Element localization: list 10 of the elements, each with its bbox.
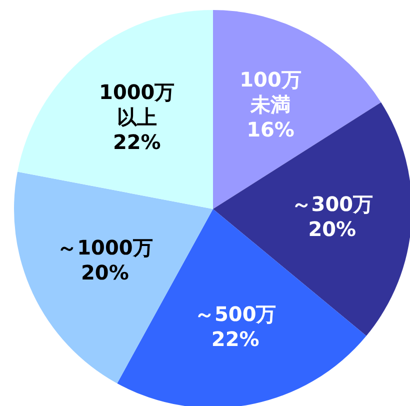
data-label: 20% xyxy=(81,260,129,284)
slice-label: 100万未満 xyxy=(240,67,302,116)
slice-label: ～500万 xyxy=(194,302,276,326)
data-label: 16% xyxy=(246,117,294,142)
data-label: 22% xyxy=(112,130,161,154)
data-label: 20% xyxy=(308,216,356,241)
slice-label: ～300万 xyxy=(291,192,374,216)
slice-label: 1000万以上 xyxy=(99,80,175,129)
data-label: 22% xyxy=(211,326,260,351)
slice-label: ～1000万 xyxy=(57,235,153,260)
